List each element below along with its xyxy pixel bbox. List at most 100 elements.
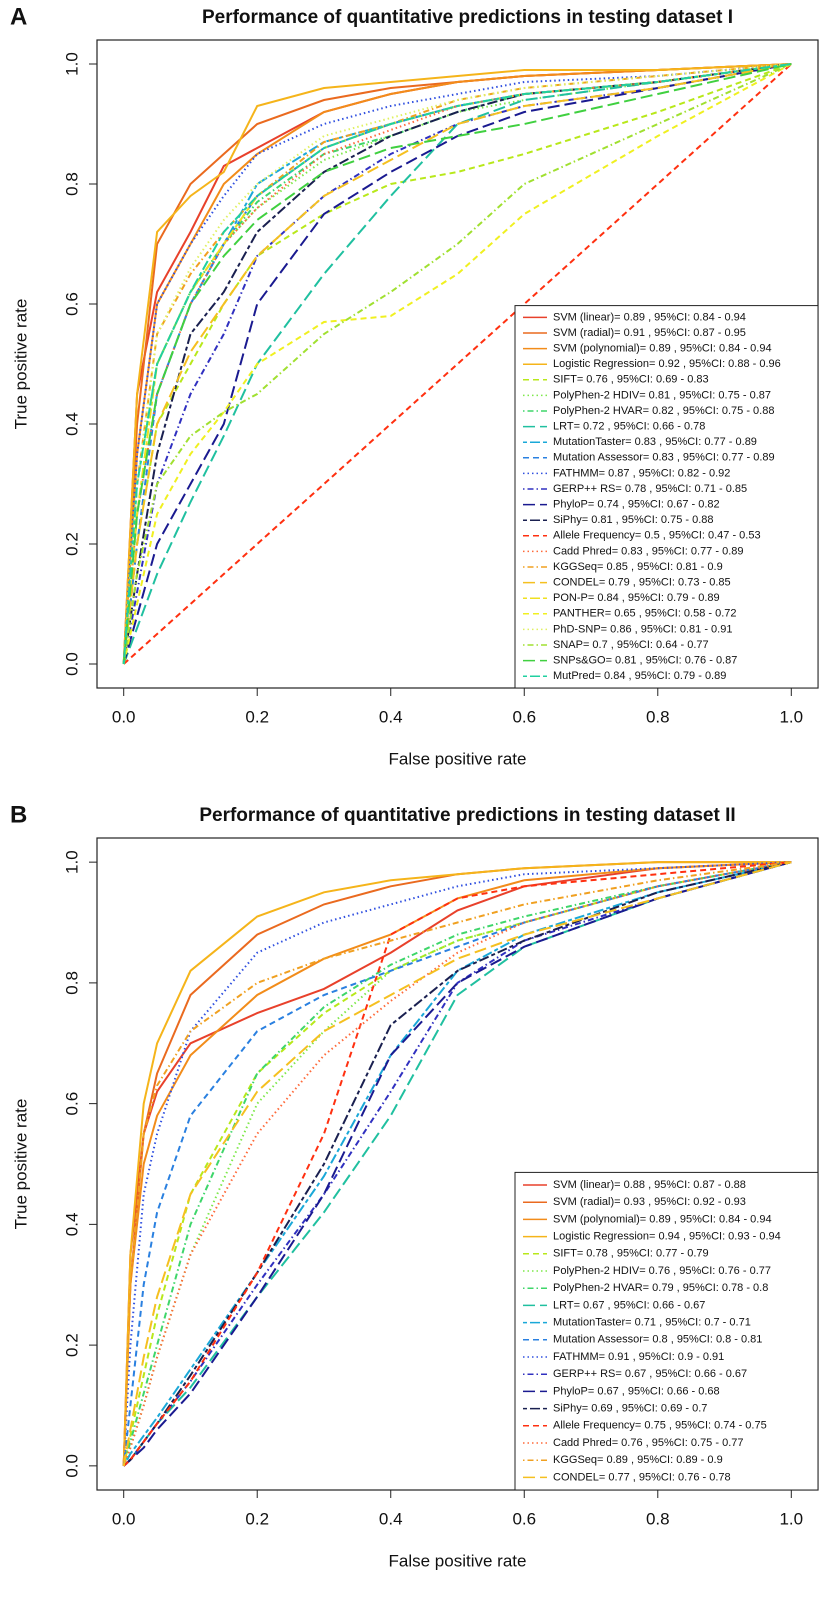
legend-label: SVM (linear)= 0.89 , 95%CI: 0.84 - 0.94 [553,311,746,323]
roc-curve [122,63,792,665]
roc-curve [122,861,792,1467]
x-tick-label: 1.0 [779,707,803,726]
y-tick-label: 0.4 [62,412,81,436]
legend-label: PolyPhen-2 HVAR= 0.82 , 95%CI: 0.75 - 0.… [553,405,774,417]
legend-label: SIFT= 0.78 , 95%CI: 0.77 - 0.79 [553,1248,709,1260]
legend-label: PolyPhen-2 HVAR= 0.79 , 95%CI: 0.78 - 0.… [553,1282,768,1294]
roc-curve [122,63,792,665]
x-tick-label: 1.0 [779,1509,803,1528]
y-axis-label: True positive rate [11,299,30,430]
y-tick-label: 0.8 [62,172,81,196]
roc-curve [122,63,792,665]
legend-label: FATHMM= 0.87 , 95%CI: 0.82 - 0.92 [553,467,730,479]
x-tick-label: 0.0 [112,707,136,726]
x-axis-label: False positive rate [389,749,527,768]
legend-label: PolyPhen-2 HDIV= 0.81 , 95%CI: 0.75 - 0.… [553,389,771,401]
roc-curve [122,861,792,1467]
legend-label: SVM (radial)= 0.91 , 95%CI: 0.87 - 0.95 [553,327,746,339]
x-axis-label: False positive rate [389,1551,527,1570]
legend-label: SVM (radial)= 0.93 , 95%CI: 0.92 - 0.93 [553,1196,746,1208]
legend-label: Logistic Regression= 0.92 , 95%CI: 0.88 … [553,358,781,370]
roc-curve [122,861,792,1466]
legend-label: PANTHER= 0.65 , 95%CI: 0.58 - 0.72 [553,608,737,620]
legend-label: SNPs&GO= 0.81 , 95%CI: 0.76 - 0.87 [553,655,737,667]
roc-curve [123,861,792,1467]
chart-title: Performance of quantitative predictions … [199,805,735,826]
y-tick-label: 0.2 [62,1333,81,1357]
roc-curve [122,63,792,665]
legend-label: MutPred= 0.84 , 95%CI: 0.79 - 0.89 [553,670,726,682]
roc-curve [122,63,792,665]
legend: SVM (linear)= 0.89 , 95%CI: 0.84 - 0.94 S… [514,305,819,689]
roc-curve [122,861,792,1467]
legend-box [514,305,819,689]
roc-curve [122,861,792,1466]
legend-label: KGGSeq= 0.85 , 95%CI: 0.81 - 0.9 [553,561,723,573]
roc-curve [122,63,792,665]
y-tick-label: 0.4 [62,1213,81,1237]
legend-label: MutationTaster= 0.71 , 95%CI: 0.7 - 0.71 [553,1317,751,1329]
legend-label: Mutation Assessor= 0.8 , 95%CI: 0.8 - 0.… [553,1334,762,1346]
y-tick-label: 0.8 [62,971,81,995]
x-tick-label: 0.2 [245,707,269,726]
legend-label: FATHMM= 0.91 , 95%CI: 0.9 - 0.91 [553,1351,724,1363]
legend-label: Logistic Regression= 0.94 , 95%CI: 0.93 … [553,1231,781,1243]
legend-label: PhyloP= 0.74 , 95%CI: 0.67 - 0.82 [553,499,720,511]
legend: SVM (linear)= 0.88 , 95%CI: 0.87 - 0.88 S… [514,1171,819,1491]
legend-label: Cadd Phred= 0.83 , 95%CI: 0.77 - 0.89 [553,545,744,557]
legend-label: SVM (polynomial)= 0.89 , 95%CI: 0.84 - 0… [553,1213,772,1225]
panel-label: B [10,801,27,828]
roc-curve [122,63,792,665]
x-tick-label: 0.2 [245,1509,269,1528]
y-tick-label: 0.6 [62,1092,81,1116]
chart-title: Performance of quantitative predictions … [202,7,733,28]
y-tick-label: 0.6 [62,292,81,316]
legend-label: LRT= 0.67 , 95%CI: 0.66 - 0.67 [553,1299,705,1311]
legend-box [514,1171,819,1491]
legend-label: GERP++ RS= 0.78 , 95%CI: 0.71 - 0.85 [553,483,747,495]
legend-label: Allele Frequency= 0.5 , 95%CI: 0.47 - 0.… [553,530,761,542]
legend-label: PON-P= 0.84 , 95%CI: 0.79 - 0.89 [553,592,720,604]
legend-label: PhD-SNP= 0.86 , 95%CI: 0.81 - 0.91 [553,623,732,635]
roc-curve [123,63,792,665]
y-tick-label: 0.0 [62,1454,81,1478]
y-tick-label: 1.0 [62,52,81,76]
x-tick-label: 0.6 [512,1509,536,1528]
y-tick-label: 0.2 [62,532,81,556]
plot-frame [96,837,819,1491]
panel: A Performance of quantitative predictions… [10,3,819,768]
roc-curve [122,63,792,665]
legend-label: SIFT= 0.76 , 95%CI: 0.69 - 0.83 [553,374,709,386]
legend-label: PhyloP= 0.67 , 95%CI: 0.66 - 0.68 [553,1385,720,1397]
x-tick-label: 0.4 [379,707,403,726]
legend-label: SiPhy= 0.81 , 95%CI: 0.75 - 0.88 [553,514,714,526]
legend-label: CONDEL= 0.77 , 95%CI: 0.76 - 0.78 [553,1471,731,1483]
legend-label: LRT= 0.72 , 95%CI: 0.66 - 0.78 [553,421,705,433]
x-tick-label: 0.0 [112,1509,136,1528]
legend-label: MutationTaster= 0.83 , 95%CI: 0.77 - 0.8… [553,436,757,448]
legend-label: Allele Frequency= 0.75 , 95%CI: 0.74 - 0… [553,1420,767,1432]
x-tick-label: 0.6 [512,707,536,726]
roc-curve [122,861,792,1466]
roc-curve [122,63,792,665]
panel: B Performance of quantitative predictions… [10,801,819,1570]
y-tick-label: 1.0 [62,850,81,874]
y-axis-label: True positive rate [11,1099,30,1230]
roc-curve [122,861,792,1467]
x-tick-label: 0.8 [646,707,670,726]
roc-curve [122,63,792,665]
legend-label: SVM (linear)= 0.88 , 95%CI: 0.87 - 0.88 [553,1179,746,1191]
legend-label: SNAP= 0.7 , 95%CI: 0.64 - 0.77 [553,639,709,651]
roc-curve [122,63,792,665]
x-tick-label: 0.4 [379,1509,403,1528]
panel-label: A [10,3,27,30]
roc-curve [122,861,792,1466]
legend-label: Cadd Phred= 0.76 , 95%CI: 0.75 - 0.77 [553,1437,744,1449]
legend-label: Mutation Assessor= 0.83 , 95%CI: 0.77 - … [553,452,775,464]
roc-curve [122,63,792,665]
x-tick-label: 0.8 [646,1509,670,1528]
legend-label: PolyPhen-2 HDIV= 0.76 , 95%CI: 0.76 - 0.… [553,1265,771,1277]
legend-label: SVM (polynomial)= 0.89 , 95%CI: 0.84 - 0… [553,343,772,355]
